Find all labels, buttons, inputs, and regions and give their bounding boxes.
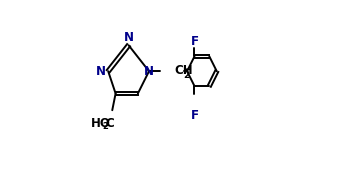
Text: N: N: [144, 65, 154, 78]
Text: N: N: [124, 31, 133, 44]
Text: F: F: [190, 109, 198, 122]
Text: HO: HO: [91, 117, 111, 130]
Text: C: C: [106, 117, 115, 130]
Text: 2: 2: [102, 122, 108, 131]
Text: 2: 2: [184, 71, 190, 80]
Text: N: N: [96, 65, 106, 78]
Text: F: F: [190, 35, 198, 48]
Text: CH: CH: [174, 64, 193, 77]
